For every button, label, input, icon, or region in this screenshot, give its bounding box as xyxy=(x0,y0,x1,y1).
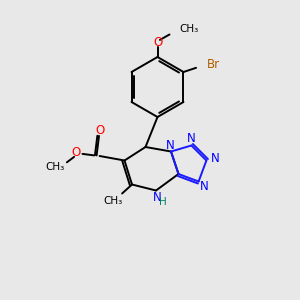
Text: CH₃: CH₃ xyxy=(46,162,65,172)
Text: H: H xyxy=(159,197,167,207)
Text: CH₃: CH₃ xyxy=(103,196,123,206)
Text: O: O xyxy=(153,36,162,50)
Text: N: N xyxy=(187,132,196,146)
Text: O: O xyxy=(95,124,104,137)
Text: O: O xyxy=(72,146,81,160)
Text: N: N xyxy=(153,190,162,204)
Text: N: N xyxy=(210,152,219,166)
Text: CH₃: CH₃ xyxy=(180,24,199,34)
Text: Br: Br xyxy=(207,58,220,71)
Text: N: N xyxy=(165,139,174,152)
Text: N: N xyxy=(200,180,209,194)
